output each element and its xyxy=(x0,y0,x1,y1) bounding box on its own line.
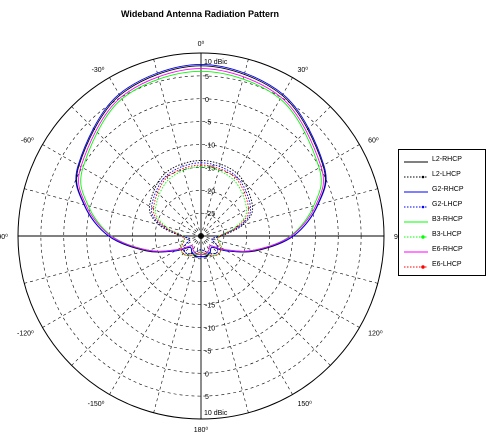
radial-tick-label: -25 xyxy=(205,211,215,218)
series-e6-rhcp xyxy=(78,68,324,255)
angle-label: 180⁰ xyxy=(194,426,209,434)
angle-label: -90⁰ xyxy=(0,233,8,241)
chart-title: Wideband Antenna Radiation Pattern xyxy=(120,9,280,19)
polar-grid-spoke xyxy=(200,235,293,395)
series-e6-lhcp xyxy=(153,164,249,257)
legend-item: E6-LHCP xyxy=(403,260,485,274)
angle-label: 150⁰ xyxy=(298,400,313,408)
legend-item: G2-RHCP xyxy=(403,185,485,199)
legend-item: B3-LHCP xyxy=(403,230,485,244)
series-g2-rhcp xyxy=(75,63,327,258)
polar-grid-spoke xyxy=(200,235,331,366)
polar-grid-spoke xyxy=(109,235,202,395)
polar-grid-spoke xyxy=(200,235,378,284)
legend-swatch xyxy=(404,251,428,253)
polar-grid-spoke xyxy=(153,235,202,413)
chart-legend: L2-RHCP L2-LHCP G2-RHCP G2-LHCP B3-RHCP B3-LH… xyxy=(398,149,486,276)
legend-item: E6-RHCP xyxy=(403,245,485,259)
legend-label: L2-LHCP xyxy=(432,171,461,178)
legend-label: L2-RHCP xyxy=(432,156,462,163)
polar-grid-spoke xyxy=(24,235,202,284)
angle-label: 60⁰ xyxy=(368,137,379,145)
polar-chart: 5 0 -5 -10 -15 -20 -25 10 dBic -15 -10 -5 0 5 10 dBic… xyxy=(0,40,400,434)
legend-swatch xyxy=(404,175,428,179)
series-g2-lhcp xyxy=(150,162,252,255)
legend-swatch xyxy=(404,161,428,163)
angle-label: 120⁰ xyxy=(368,330,383,338)
legend-label: B3-RHCP xyxy=(432,216,463,223)
legend-label: B3-LHCP xyxy=(432,231,462,238)
angle-label: 30⁰ xyxy=(298,66,309,74)
radial-max-label: 10 dBic xyxy=(204,410,228,417)
angle-label: -60⁰ xyxy=(21,137,34,145)
legend-swatch xyxy=(404,265,428,269)
polar-grid-spoke xyxy=(200,77,293,237)
polar-grid-spoke xyxy=(24,188,202,237)
legend-item: B3-RHCP xyxy=(403,215,485,229)
radial-tick-label: 0 xyxy=(205,371,209,378)
radial-tick-label: 0 xyxy=(205,97,209,104)
radial-tick-label: 5 xyxy=(205,74,209,81)
polar-grid-spoke xyxy=(71,235,202,366)
legend-swatch xyxy=(404,221,428,223)
series-b3-lhcp xyxy=(154,166,248,257)
polar-grid-spoke xyxy=(200,235,249,413)
angle-label: 0⁰ xyxy=(198,40,205,48)
angle-label: -30⁰ xyxy=(92,66,105,74)
radial-tick-label: -20 xyxy=(205,188,215,195)
legend-swatch xyxy=(404,191,428,193)
radial-tick-label: -10 xyxy=(205,143,215,150)
legend-label: E6-LHCP xyxy=(432,261,462,268)
legend-label: G2-LHCP xyxy=(432,201,463,208)
legend-item: L2-RHCP xyxy=(403,155,485,169)
radial-tick-label: -5 xyxy=(205,348,211,355)
legend-label: G2-RHCP xyxy=(432,186,464,193)
polar-grid-spoke xyxy=(153,59,202,237)
legend-swatch xyxy=(404,235,428,239)
radial-tick-label: -10 xyxy=(205,326,215,333)
angle-label: 90⁰ xyxy=(394,233,400,241)
polar-grid-spoke xyxy=(200,59,249,237)
radial-tick-label: 5 xyxy=(205,394,209,401)
polar-grid-spoke xyxy=(200,144,360,237)
radial-tick-label: -15 xyxy=(205,165,215,172)
radial-tick-label: -15 xyxy=(205,303,215,310)
radial-tick-label: -5 xyxy=(205,120,211,127)
legend-item: L2-LHCP xyxy=(403,170,485,184)
legend-swatch xyxy=(404,205,428,209)
legend-label: E6-RHCP xyxy=(432,246,463,253)
polar-grid-spoke xyxy=(42,144,202,237)
radial-max-label: 10 dBic xyxy=(204,59,228,66)
polar-grid-spoke xyxy=(200,188,378,237)
angle-label: -150⁰ xyxy=(88,400,105,408)
polar-grid-spoke xyxy=(109,77,202,237)
legend-item: G2-LHCP xyxy=(403,200,485,214)
angle-label: -120⁰ xyxy=(17,330,34,338)
